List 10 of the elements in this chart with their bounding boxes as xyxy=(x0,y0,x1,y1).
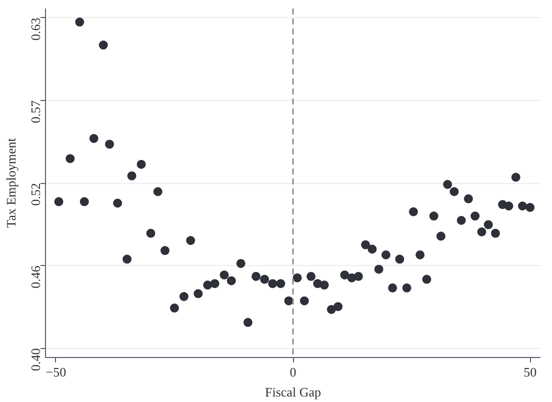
x-tick-label: −50 xyxy=(46,364,66,380)
x-tick-label: 0 xyxy=(290,364,296,380)
y-tick-label: 0.46 xyxy=(28,265,43,288)
x-tick-label: 50 xyxy=(524,364,537,380)
x-axis-title: Fiscal Gap xyxy=(265,384,321,400)
y-axis-title: Tax Employment xyxy=(4,138,18,228)
y-tick-label: 0.52 xyxy=(28,183,43,206)
y-tick-label: 0.40 xyxy=(28,348,43,372)
y-tick-label: 0.57 xyxy=(28,100,43,124)
y-tick-label: 0.63 xyxy=(28,18,43,40)
